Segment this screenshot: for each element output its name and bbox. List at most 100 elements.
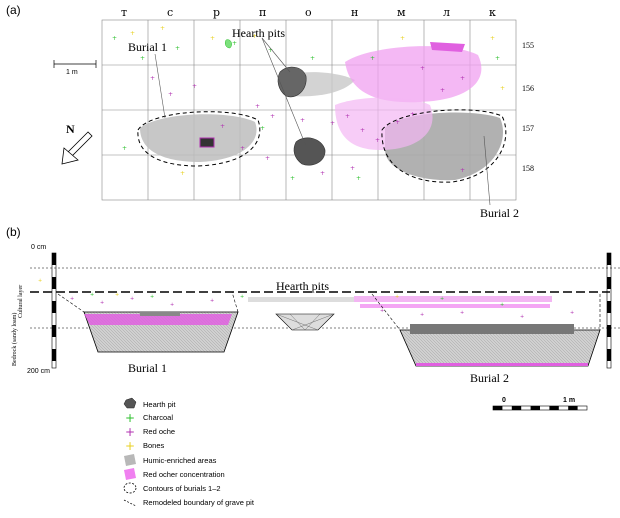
svg-text:+: + (440, 296, 444, 302)
svg-text:+: + (268, 47, 273, 54)
column-letter: р (213, 6, 220, 19)
svg-text:+: + (570, 310, 574, 316)
svg-text:+: + (140, 55, 145, 62)
svg-text:+: + (270, 113, 275, 120)
svg-text:+: + (100, 300, 104, 306)
svg-text:+: + (300, 117, 305, 124)
row-numbers: 155 156 157 158 (522, 41, 534, 173)
svg-text:+: + (380, 308, 384, 314)
svg-text:+: + (420, 65, 425, 72)
svg-text:+: + (500, 85, 505, 92)
legend-label: Humic-enriched areas (143, 456, 217, 465)
svg-text:+: + (260, 125, 265, 132)
svg-text:+: + (90, 292, 94, 298)
panel-a-label: (a) (6, 3, 21, 17)
plan-scale-bar (53, 60, 97, 68)
legend-label: Contours of burials 1–2 (143, 484, 221, 493)
section-hearth-label: Hearth pits (276, 279, 329, 293)
burial-1-label: Burial 1 (128, 40, 167, 54)
legend-item-contours: Contours of burials 1–2 (123, 482, 221, 494)
svg-text:+: + (490, 35, 495, 42)
plus-marker-icon: + (125, 425, 135, 439)
legend-item-bones: + Bones (125, 439, 165, 453)
svg-text:+: + (395, 294, 399, 300)
svg-text:+: + (395, 119, 400, 126)
column-letter: о (305, 6, 312, 19)
svg-text:+: + (400, 35, 405, 42)
svg-text:+: + (370, 55, 375, 62)
legend: Hearth pit + Charcoal + Red oche + Bones… (123, 397, 255, 507)
svg-text:+: + (520, 314, 524, 320)
svg-text:+: + (420, 312, 424, 318)
bedrock-label: Bedrock (sandy loam) (11, 313, 18, 366)
svg-text:+: + (360, 127, 365, 134)
pink-swatch-icon (124, 468, 136, 480)
legend-item-humic: Humic-enriched areas (124, 454, 217, 466)
depth-top-label: 0 cm (31, 244, 46, 251)
svg-text:+: + (440, 87, 445, 94)
legend-item-hearth-pit: Hearth pit (123, 397, 176, 409)
section-scale-start: 0 (502, 397, 506, 404)
section-scale-end: 1 m (563, 397, 575, 404)
svg-text:+: + (320, 170, 325, 177)
svg-text:+: + (210, 298, 214, 304)
svg-text:+: + (232, 40, 237, 47)
svg-text:+: + (240, 294, 244, 300)
section-burial-1-label: Burial 1 (128, 361, 167, 375)
svg-text:+: + (160, 25, 165, 32)
row-number: 156 (522, 84, 534, 93)
svg-text:+: + (175, 45, 180, 52)
svg-text:+: + (210, 35, 215, 42)
burial-2-label: Burial 2 (480, 206, 519, 220)
svg-text:+: + (168, 91, 173, 98)
section-scale-bar (492, 405, 588, 411)
svg-text:+: + (495, 55, 500, 62)
hearth-pit-swatch-icon (123, 397, 137, 409)
svg-text:+: + (460, 75, 465, 82)
svg-text:+: + (170, 302, 174, 308)
svg-text:+: + (122, 145, 127, 152)
svg-text:+: + (70, 296, 74, 302)
plus-marker-icon: + (125, 411, 135, 425)
svg-text:+: + (150, 294, 154, 300)
plan-features: +++ +++ +++ +++ +++ +++ ++ + +++ +++ +++ … (112, 25, 507, 183)
legend-label: Remodeled boundary of grave pit (143, 498, 255, 507)
legend-item-red-ocher-concentration: Red ocher concentration (124, 468, 225, 480)
svg-text:+: + (112, 35, 117, 42)
legend-label: Hearth pit (143, 400, 176, 409)
legend-item-charcoal: + Charcoal (125, 411, 173, 425)
column-letter: т (121, 6, 127, 19)
svg-text:+: + (130, 30, 135, 37)
row-number: 158 (522, 164, 534, 173)
svg-text:+: + (255, 103, 260, 110)
svg-text:+: + (220, 123, 225, 130)
section-burial-2-label: Burial 2 (470, 371, 509, 385)
column-letter: н (351, 6, 358, 19)
row-number: 155 (522, 41, 534, 50)
legend-item-remodeled-boundary: Remodeled boundary of grave pit (123, 498, 255, 507)
depth-bottom-label: 200 cm (27, 368, 50, 375)
svg-text:+: + (460, 167, 465, 174)
svg-text:+: + (115, 292, 119, 298)
hearth-pits-label: Hearth pits (232, 26, 285, 40)
legend-label: Red ocher concentration (143, 470, 225, 479)
grey-swatch-icon (124, 454, 136, 466)
svg-text:+: + (265, 155, 270, 162)
column-letter: м (397, 6, 406, 19)
dashed-line-icon (123, 499, 137, 507)
column-letters: т с р п о н м л к (121, 6, 496, 19)
svg-text:+: + (330, 120, 335, 127)
svg-text:+: + (240, 145, 245, 152)
svg-text:+: + (130, 296, 134, 302)
column-letter: с (167, 6, 173, 19)
svg-text:+: + (38, 278, 42, 284)
svg-text:+: + (410, 111, 415, 118)
svg-text:+: + (356, 175, 361, 182)
column-letter: п (259, 6, 266, 19)
plan-leaders (154, 37, 491, 206)
column-letter: л (443, 6, 450, 19)
legend-label: Red oche (143, 427, 175, 436)
legend-label: Charcoal (143, 413, 173, 422)
svg-text:+: + (375, 137, 380, 144)
